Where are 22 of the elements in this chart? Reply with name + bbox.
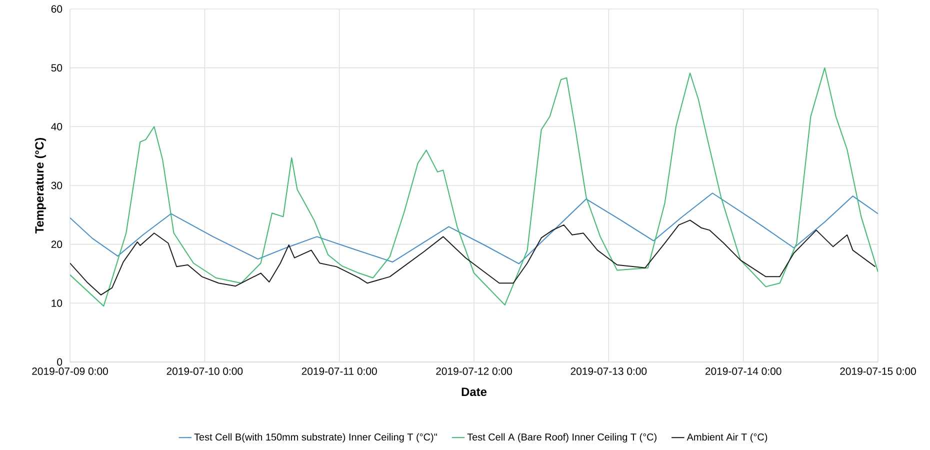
y-tick-label: 20 [51, 240, 62, 248]
legend-label: Test Cell A (Bare Roof) Inner Ceiling T (°C) [467, 433, 656, 443]
line-series [70, 192, 878, 264]
line-series [70, 220, 876, 296]
y-tick-label: 30 [51, 182, 62, 190]
legend-label: Test Cell B(with 150mm substrate) Inner Ceiling T (°C)" [194, 433, 437, 443]
line-series [70, 67, 878, 307]
y-tick-label: 60 [51, 5, 62, 13]
legend-label: Ambient Air T (°C) [686, 433, 768, 443]
x-tick-label: 2019-07-13 0:00 [570, 368, 647, 375]
y-axis-title: Temperature (°C) [34, 138, 46, 234]
y-tick-label: 10 [52, 299, 62, 307]
x-axis-title: Date [462, 388, 487, 396]
y-tick-label: 40 [51, 122, 62, 130]
x-tick-label: 2019-07-15 0:00 [840, 368, 916, 375]
y-tick-label: 0 [57, 358, 62, 366]
x-tick-label: 2019-07-09 0:00 [32, 368, 108, 375]
x-tick-label: 2019-07-10 0:00 [166, 368, 243, 375]
x-tick-label: 2019-07-11 0:00 [302, 368, 377, 375]
y-tick-label: 50 [51, 64, 62, 72]
x-tick-label: 2019-07-14 0:00 [705, 368, 782, 375]
x-tick-label: 2019-07-12 0:00 [436, 368, 512, 375]
